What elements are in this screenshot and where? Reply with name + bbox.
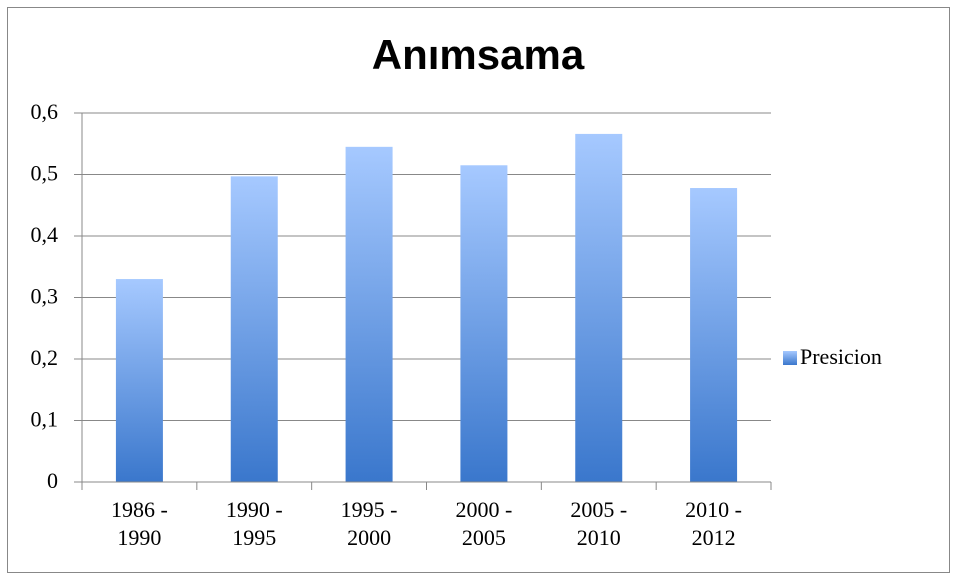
y-tick-label: 0,6 xyxy=(31,99,59,124)
bar xyxy=(230,176,278,482)
bar xyxy=(460,165,508,482)
x-tick-label: 1995 - 2000 xyxy=(340,497,398,550)
x-tick-label: 2010 - 2012 xyxy=(685,497,742,550)
bar xyxy=(115,279,163,482)
y-tick-label: 0,3 xyxy=(31,284,59,309)
y-tick-label: 0 xyxy=(47,468,58,493)
chart-border xyxy=(7,7,950,573)
legend-swatch xyxy=(783,351,797,365)
y-tick-label: 0,2 xyxy=(31,345,59,370)
bar xyxy=(575,133,623,482)
bar xyxy=(690,188,738,482)
legend-label: Presicion xyxy=(800,344,882,369)
y-tick-label: 0,1 xyxy=(31,407,59,432)
x-tick-label: 1986 - 1990 xyxy=(110,497,168,550)
x-tick-label: 1990 - 1995 xyxy=(225,497,283,550)
chart-title: Anımsama xyxy=(372,31,585,78)
bar xyxy=(345,146,393,482)
y-tick-label: 0,5 xyxy=(31,161,59,186)
x-tick-label: 2005 - 2010 xyxy=(570,497,628,550)
y-tick-label: 0,4 xyxy=(31,222,59,247)
x-tick-label: 2000 - 2005 xyxy=(455,497,513,550)
